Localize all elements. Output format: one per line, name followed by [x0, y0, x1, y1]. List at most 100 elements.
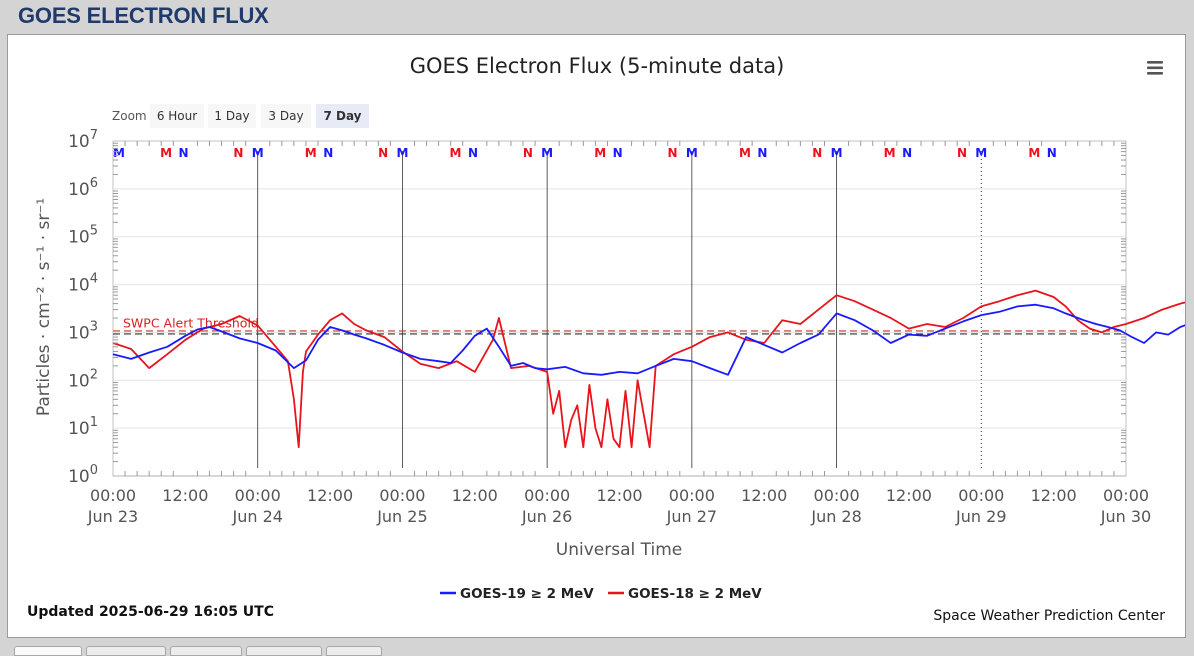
y-tick-base: 10 [68, 371, 90, 391]
zoom-button[interactable]: 7 Day [316, 104, 369, 128]
threshold-label: SWPC Alert Threshold [123, 315, 259, 330]
x-tick-time: 12:00 [741, 486, 787, 505]
chart-title: GOES Electron Flux (5-minute data) [410, 54, 785, 78]
noon-marker: N [523, 146, 533, 160]
noon-marker: N [1047, 146, 1057, 160]
x-tick-time: 00:00 [379, 486, 425, 505]
zoom-button[interactable]: 3 Day [261, 104, 311, 128]
tab-4[interactable] [246, 646, 322, 656]
noon-marker: N [378, 146, 388, 160]
zoom-button[interactable]: 6 Hour [150, 104, 204, 128]
noon-marker: N [668, 146, 678, 160]
y-tick-base: 10 [68, 323, 90, 343]
credit-text: Space Weather Prediction Center [933, 608, 1165, 624]
y-tick-base: 10 [68, 180, 90, 200]
x-axis-label: Universal Time [556, 540, 682, 560]
midnight-marker: M [739, 146, 751, 160]
x-tick-time: 00:00 [958, 486, 1004, 505]
noon-marker: N [902, 146, 912, 160]
x-tick-date: Jun 23 [87, 507, 138, 526]
tab-5[interactable] [326, 646, 382, 656]
y-axis-label: Particles · cm⁻² · s⁻¹ · sr⁻¹ [34, 198, 54, 416]
y-tick-base: 10 [68, 132, 90, 152]
y-tick-base: 10 [68, 419, 90, 439]
y-tick-exponent: 5 [90, 224, 98, 239]
zoom-button-bg[interactable] [208, 104, 256, 128]
tab-1[interactable] [14, 646, 82, 656]
zoom-button-bg[interactable] [261, 104, 311, 128]
zoom-button-label[interactable]: 7 Day [323, 109, 361, 123]
x-tick-time: 00:00 [814, 486, 860, 505]
zoom-button-label[interactable]: 6 Hour [157, 109, 197, 123]
x-tick-date: Jun 24 [231, 507, 282, 526]
x-tick-date: Jun 25 [376, 507, 427, 526]
y-tick-label: 107 [68, 128, 98, 152]
y-tick-base: 10 [68, 467, 90, 487]
y-tick-label: 102 [68, 367, 98, 391]
page-header: GOES ELECTRON FLUX [0, 0, 1194, 32]
midnight-marker: M [975, 146, 987, 160]
plot-area-border [112, 140, 1127, 477]
x-tick-time: 12:00 [162, 486, 208, 505]
y-tick-label: 106 [68, 176, 98, 200]
y-tick-exponent: 3 [90, 319, 98, 334]
noon-marker: N [957, 146, 967, 160]
midnight-marker: M [450, 146, 462, 160]
x-tick-time: 00:00 [90, 486, 136, 505]
legend-label[interactable]: GOES-18 ≥ 2 MeV [628, 586, 762, 602]
tab-3[interactable] [170, 646, 242, 656]
zoom-button[interactable]: 1 Day [208, 104, 256, 128]
x-tick-date: Jun 29 [955, 507, 1006, 526]
midnight-marker: M [1028, 146, 1040, 160]
zoom-bar: Zoom 6 Hour 1 Day 3 Day 7 Day [112, 104, 369, 128]
x-tick-date: Jun 30 [1100, 507, 1151, 526]
midnight-marker: M [396, 146, 408, 160]
legend-label[interactable]: GOES-19 ≥ 2 MeV [460, 586, 594, 602]
chart-panel: GOES Electron Flux (5-minute data) Zoom … [7, 34, 1194, 638]
legend-item[interactable]: GOES-19 ≥ 2 MeV [440, 586, 594, 602]
zoom-label: Zoom [112, 109, 147, 123]
x-tick-time: 12:00 [307, 486, 353, 505]
updated-timestamp: Updated 2025-06-29 16:05 UTC [27, 604, 274, 620]
x-tick-date: Jun 28 [810, 507, 861, 526]
legend-item[interactable]: GOES-18 ≥ 2 MeV [608, 586, 762, 602]
x-tick-time: 00:00 [669, 486, 715, 505]
legend: GOES-19 ≥ 2 MeV GOES-18 ≥ 2 MeV [440, 586, 762, 602]
noon-marker: N [323, 146, 333, 160]
hamburger-menu-icon[interactable] [1144, 58, 1166, 78]
tab-2[interactable] [86, 646, 166, 656]
zoom-button-bg[interactable] [316, 104, 369, 128]
series-line-goes18 [112, 289, 1194, 449]
y-tick-exponent: 0 [90, 463, 98, 478]
y-tick-exponent: 6 [90, 176, 98, 191]
midnight-marker: M [113, 146, 125, 160]
x-tick-time: 12:00 [886, 486, 932, 505]
y-tick-label: 101 [68, 415, 98, 439]
y-tick-exponent: 4 [90, 272, 98, 287]
y-tick-base: 10 [68, 228, 90, 248]
midnight-marker: M [305, 146, 317, 160]
y-tick-exponent: 7 [90, 128, 98, 143]
y-tick-label: 105 [68, 224, 98, 248]
midnight-marker: M [884, 146, 896, 160]
y-tick-base: 10 [68, 276, 90, 296]
bottom-tab-strip [0, 638, 1194, 656]
midnight-marker: M [594, 146, 606, 160]
midnight-marker: M [160, 146, 172, 160]
noon-marker: N [757, 146, 767, 160]
y-tick-label: 100 [68, 463, 98, 487]
x-tick-time: 00:00 [235, 486, 281, 505]
x-tick-time: 00:00 [524, 486, 570, 505]
zoom-button-bg[interactable] [150, 104, 204, 128]
midnight-marker: M [252, 146, 264, 160]
noon-marker: N [233, 146, 243, 160]
zoom-button-label[interactable]: 1 Day [214, 109, 249, 123]
x-tick-time: 00:00 [1103, 486, 1149, 505]
zoom-button-label[interactable]: 3 Day [268, 109, 303, 123]
midnight-marker: M [541, 146, 553, 160]
x-tick-date: Jun 26 [521, 507, 572, 526]
series-line-goes19 [112, 303, 1194, 376]
midnight-marker: M [686, 146, 698, 160]
x-tick-time: 12:00 [1031, 486, 1077, 505]
noon-marker: N [812, 146, 822, 160]
